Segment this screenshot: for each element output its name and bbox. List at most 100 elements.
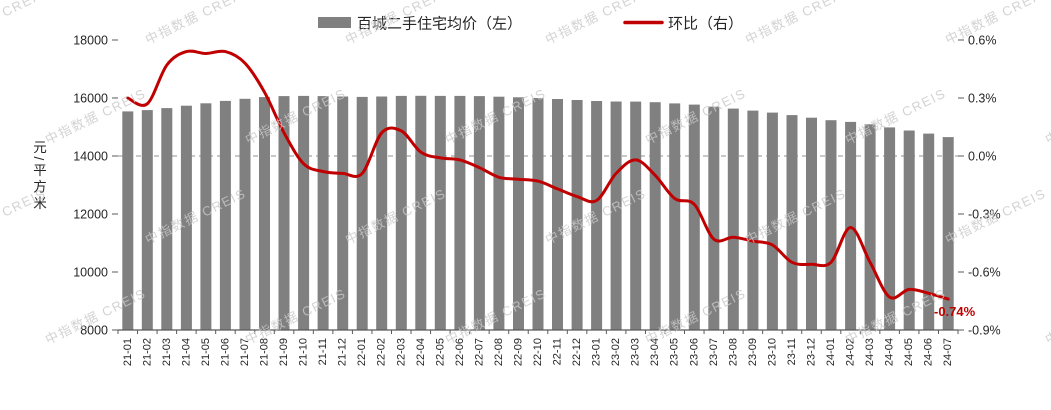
x-axis-tick-label: 22-10 <box>532 338 544 366</box>
right-axis-tick-label: 0.0% <box>968 149 997 163</box>
right-axis-tick-label: -0.9% <box>968 323 1001 337</box>
x-axis-tick-label: 21-10 <box>298 338 310 366</box>
x-axis-tick-label: 23-04 <box>649 338 661 366</box>
bar <box>532 98 544 330</box>
bar <box>942 137 954 330</box>
legend-bar-swatch <box>318 17 351 28</box>
bar <box>649 102 661 330</box>
bar <box>317 96 329 330</box>
bar <box>923 133 935 330</box>
bar <box>493 96 505 330</box>
x-axis-tick-label: 23-05 <box>669 338 681 366</box>
bar <box>337 96 349 330</box>
x-axis-tick-label: 24-07 <box>942 338 954 366</box>
x-axis-tick-label: 24-06 <box>923 338 935 366</box>
x-axis-tick-label: 24-01 <box>825 338 837 366</box>
bar <box>884 127 896 331</box>
x-axis-tick-label: 21-05 <box>200 338 212 366</box>
left-axis-tick-label: 8000 <box>80 323 108 337</box>
left-axis-tick-label: 12000 <box>73 207 108 221</box>
bar <box>434 95 446 331</box>
x-axis-tick-label: 22-11 <box>552 338 564 365</box>
bar <box>571 100 583 330</box>
x-axis-tick-label: 23-08 <box>727 338 739 366</box>
x-axis-tick-label: 22-06 <box>454 338 466 366</box>
bar <box>845 121 857 331</box>
x-axis-tick-label: 24-04 <box>884 338 896 366</box>
x-axis-tick-label: 22-07 <box>473 338 485 366</box>
x-axis-tick-label: 22-03 <box>395 338 407 366</box>
x-axis-tick-label: 24-03 <box>864 338 876 366</box>
x-axis-tick-label: 21-08 <box>259 338 271 366</box>
bar <box>806 117 817 330</box>
bar <box>591 101 603 330</box>
bar <box>708 106 720 330</box>
x-axis-tick-label: 21-12 <box>337 338 349 366</box>
x-axis-tick-label: 22-05 <box>434 338 446 366</box>
x-axis-tick-label: 23-01 <box>591 338 603 366</box>
x-axis-tick-label: 22-08 <box>493 338 505 366</box>
left-axis-tick-label: 14000 <box>73 149 108 163</box>
bar <box>278 96 290 330</box>
legend-bar-label: 百城二手住宅均价（左） <box>357 15 522 32</box>
x-axis-tick-label: 23-09 <box>747 338 759 366</box>
bar <box>669 103 681 331</box>
right-axis-tick-label: 0.6% <box>968 33 997 47</box>
bar <box>415 95 427 330</box>
x-axis-tick-label: 23-12 <box>805 338 817 366</box>
bar <box>766 112 778 330</box>
bar <box>298 95 310 331</box>
bar <box>786 115 798 330</box>
bar <box>513 97 524 330</box>
x-axis-tick-label: 23-03 <box>630 338 642 366</box>
right-axis-tick-label: -0.6% <box>968 265 1001 279</box>
bar <box>864 124 876 330</box>
bar <box>141 110 153 330</box>
bar <box>610 101 622 330</box>
x-axis-tick-label: 22-09 <box>512 338 524 366</box>
x-axis-tick-label: 22-01 <box>356 338 368 366</box>
bar <box>747 110 759 330</box>
x-axis-tick-label: 21-04 <box>180 338 192 366</box>
left-axis-tick-label: 10000 <box>73 265 108 279</box>
x-axis-tick-label: 23-02 <box>610 338 622 366</box>
right-axis-tick-label: -0.3% <box>968 207 1001 221</box>
x-axis-tick-label: 21-06 <box>219 338 231 366</box>
bar <box>454 95 466 331</box>
bar <box>122 111 134 331</box>
bar <box>552 99 563 330</box>
bar <box>688 104 700 330</box>
x-axis-tick-label: 22-12 <box>571 338 583 366</box>
left-axis-tick-label: 16000 <box>73 91 108 105</box>
bar <box>161 108 173 330</box>
x-axis-tick-label: 22-02 <box>376 338 388 366</box>
bar <box>727 108 739 330</box>
bar <box>356 96 368 331</box>
x-axis-tick-label: 22-04 <box>415 338 427 366</box>
bar <box>903 130 915 330</box>
bar <box>395 95 407 331</box>
last-value-annotation: -0.74% <box>934 304 976 319</box>
bar <box>630 101 642 330</box>
x-axis-tick-label: 24-02 <box>845 338 857 366</box>
bar <box>259 97 270 330</box>
right-axis-tick-label: 0.3% <box>968 91 997 105</box>
x-axis-tick-label: 23-11 <box>786 338 798 365</box>
bar <box>200 103 212 330</box>
x-axis-tick-label: 21-02 <box>141 338 153 366</box>
bar <box>239 98 251 330</box>
left-axis-tick-label: 18000 <box>73 33 108 47</box>
legend-line-label: 环比（右） <box>668 15 743 32</box>
x-axis-tick-label: 21-09 <box>278 338 290 366</box>
bar <box>180 105 192 330</box>
x-axis-tick-label: 21-01 <box>122 338 134 366</box>
x-axis-tick-label: 21-07 <box>239 338 251 366</box>
bar <box>473 96 485 330</box>
x-axis-tick-label: 23-10 <box>766 338 778 366</box>
x-axis-tick-label: 23-07 <box>708 338 720 366</box>
x-axis-tick-label: 21-11 <box>317 338 329 365</box>
bar <box>825 120 837 330</box>
x-axis-tick-label: 24-05 <box>903 338 915 366</box>
